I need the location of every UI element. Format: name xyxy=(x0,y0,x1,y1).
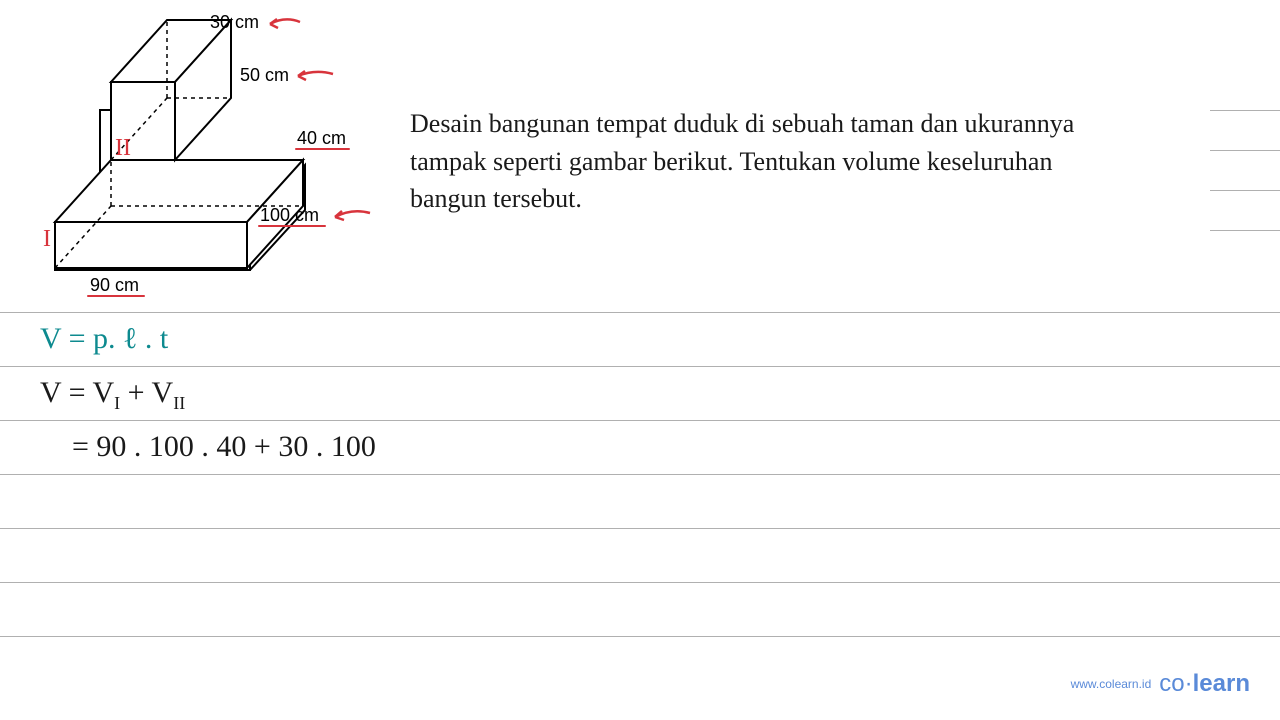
dim-label-40: 40 cm xyxy=(297,128,346,149)
handwriting-line-2: V = VI + VII xyxy=(40,376,185,414)
ruled-line xyxy=(0,312,1280,313)
logo-part1: co xyxy=(1159,670,1184,697)
ruled-line xyxy=(0,528,1280,529)
question-text: Desain bangunan tempat duduk di sebuah t… xyxy=(410,105,1130,218)
short-rule xyxy=(1210,110,1280,111)
footer: www.colearn.id co·learn xyxy=(1071,670,1250,698)
logo-part2: learn xyxy=(1193,670,1250,697)
short-rule xyxy=(1210,150,1280,151)
ruled-line xyxy=(0,582,1280,583)
hw2-prefix: V = V xyxy=(40,376,114,409)
logo-dot: · xyxy=(1185,670,1193,697)
dim-label-100: 100 cm xyxy=(260,205,319,226)
hw2-sub2: II xyxy=(173,393,185,413)
ruled-line xyxy=(0,474,1280,475)
red-underline xyxy=(295,148,350,150)
footer-logo: co·learn xyxy=(1159,670,1250,698)
roman-two: II xyxy=(115,135,131,162)
dim-label-30: 30 cm xyxy=(210,12,259,33)
ruled-line xyxy=(0,636,1280,637)
ruled-line xyxy=(0,366,1280,367)
handwriting-line-3: = 90 . 100 . 40 + 30 . 100 xyxy=(72,430,376,464)
dim-label-90: 90 cm xyxy=(90,275,139,296)
geometry-diagram: 30 cm 50 cm 40 cm 100 cm 90 cm II I xyxy=(35,10,385,290)
roman-one: I xyxy=(43,226,51,253)
prism-svg xyxy=(35,10,385,290)
short-rule xyxy=(1210,230,1280,231)
dim-label-50: 50 cm xyxy=(240,65,289,86)
red-arrow-50 xyxy=(293,66,338,86)
red-underline xyxy=(258,225,326,227)
red-arrow-30 xyxy=(265,14,305,34)
ruled-line xyxy=(0,420,1280,421)
short-rule xyxy=(1210,190,1280,191)
red-arrow-100 xyxy=(330,205,375,227)
hw2-mid: + V xyxy=(120,376,173,409)
handwriting-line-1: V = p. ℓ . t xyxy=(40,322,168,356)
footer-url: www.colearn.id xyxy=(1071,677,1152,691)
red-underline xyxy=(87,295,145,297)
